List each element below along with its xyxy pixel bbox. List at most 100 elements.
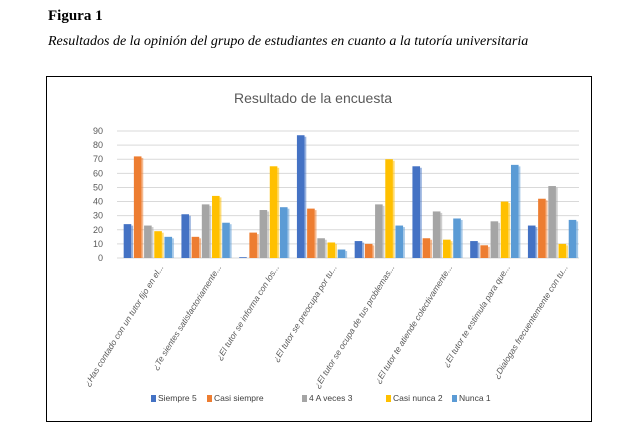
y-tick-label: 60 (93, 168, 103, 178)
bar-8-2 (538, 198, 546, 258)
category-label: ¿El tutor se preocupa por tu... (271, 263, 339, 364)
category-labels: ¿Has contado con un tutor fijo en el...¿… (82, 263, 570, 390)
y-tick-label: 80 (93, 140, 103, 150)
y-tick-label: 0 (98, 253, 103, 263)
y-axis-ticks: 0 10 20 30 40 50 60 70 80 90 (93, 126, 103, 263)
bar-shade-2-5 (229, 224, 232, 258)
bar-6-3 (432, 211, 441, 258)
bar-shade-5-4 (392, 160, 395, 258)
bar-5-2 (364, 243, 373, 258)
bar-3-3 (259, 210, 268, 258)
bar-shade-6-4 (450, 241, 453, 258)
legend-label-1: Siempre 5 (158, 393, 197, 403)
bar-shade-2-1 (189, 215, 191, 258)
bar-4-3 (317, 238, 325, 258)
bar-2-4 (212, 195, 220, 258)
legend-swatch-1 (151, 395, 156, 402)
bar-shade-4-5 (345, 251, 348, 258)
bar-shade-6-5 (460, 219, 463, 258)
bar-7-2 (480, 245, 488, 258)
bar-2-1 (181, 214, 190, 258)
bar-1-1 (123, 224, 132, 258)
figure-label: Figura 1 (48, 8, 103, 24)
bar-shade-7-3 (498, 222, 500, 258)
bar-1-3 (144, 225, 152, 258)
bar-8-5 (568, 219, 577, 258)
bar-4-4 (327, 242, 336, 258)
bar-3-1 (239, 257, 247, 258)
bar-1-4 (154, 231, 162, 258)
bar-shade-2-2 (199, 238, 202, 258)
legend: Siempre 5 Casi siempre 4 A veces 3 Casi nun… (151, 393, 491, 403)
bar-shade-1-5 (172, 238, 174, 258)
bar-shade-3-5 (287, 208, 290, 258)
y-tick-label: 10 (93, 239, 103, 249)
bar-5-5 (395, 225, 404, 258)
figure-caption: Resultados de la opinión del grupo de es… (48, 34, 529, 49)
bar-6-1 (412, 166, 421, 258)
bar-shade-1-4 (161, 232, 164, 258)
legend-label-5: Nunca 1 (459, 393, 491, 403)
bar-shade-5-2 (372, 245, 375, 258)
legend-label-4: Casi nunca 2 (393, 393, 443, 403)
bar-6-5 (453, 218, 461, 258)
bar-6-4 (443, 239, 451, 258)
bar-shade-6-3 (440, 212, 443, 258)
legend-label-3: 4 A veces 3 (309, 393, 353, 403)
legend-swatch-3 (302, 395, 307, 402)
bar-shade-8-5 (576, 221, 579, 258)
bar-shade-7-2 (487, 246, 490, 258)
y-tick-label: 30 (93, 211, 103, 221)
bar-shade-3-3 (267, 211, 269, 258)
chart-frame: Resultado de la encuesta 0 10 20 30 40 50 60 70… (46, 76, 592, 422)
bar-7-1 (470, 241, 478, 258)
bar-5-4 (385, 159, 393, 258)
bar-4-1 (296, 135, 305, 258)
legend-label-2: Casi siempre (214, 393, 264, 403)
bar-shade-3-2 (256, 234, 259, 258)
legend-swatch-2 (207, 395, 212, 402)
y-tick-label: 70 (93, 154, 103, 164)
bar-4-2 (307, 208, 315, 258)
bar-8-3 (548, 186, 556, 258)
bar-shade-8-2 (545, 200, 548, 258)
bar-7-3 (490, 221, 499, 258)
chart-title: Resultado de la encuesta (234, 90, 392, 106)
legend-swatch-4 (386, 395, 391, 402)
bar-7-5 (510, 164, 519, 258)
bar-4-5 (337, 249, 346, 258)
bar-shade-6-1 (420, 167, 422, 258)
bar-shade-7-5 (518, 166, 521, 258)
y-tick-label: 20 (93, 225, 103, 235)
bar-shade-2-3 (209, 205, 212, 258)
bar-shade-5-5 (403, 227, 405, 258)
bar-3-2 (249, 232, 257, 258)
bar-5-3 (375, 204, 383, 258)
survey-bar-chart: Resultado de la encuesta 0 10 20 30 40 50 60 70… (82, 90, 579, 403)
y-tick-label: 90 (93, 126, 103, 136)
bar-3-5 (279, 207, 288, 258)
bar-shade-8-3 (555, 187, 558, 258)
bar-8-4 (558, 243, 567, 258)
bar-shade-5-3 (382, 205, 385, 258)
bar-shade-4-2 (314, 210, 317, 258)
bar-shade-8-4 (566, 245, 568, 258)
category-label: ¿El tutor te estimula para que... (441, 263, 512, 369)
bar-6-2 (422, 238, 431, 258)
bar-2-5 (222, 222, 230, 258)
bars (123, 135, 579, 258)
bar-shade-3-4 (277, 167, 280, 258)
bar-shade-4-3 (324, 239, 327, 258)
legend-swatch-5 (452, 395, 457, 402)
bar-shade-1-1 (131, 225, 134, 258)
bar-5-1 (354, 241, 363, 258)
bar-7-4 (500, 201, 509, 258)
bar-shade-1-3 (151, 227, 154, 258)
category-label: ¿El tutor se informa con los... (214, 263, 281, 362)
y-tick-label: 40 (93, 197, 103, 207)
bar-shade-7-4 (508, 203, 511, 258)
bar-shade-1-2 (141, 157, 144, 258)
bar-2-3 (201, 204, 210, 258)
bar-shade-6-2 (430, 239, 433, 258)
category-label: ¿Te sientes satisfactoriamente... (150, 263, 223, 372)
